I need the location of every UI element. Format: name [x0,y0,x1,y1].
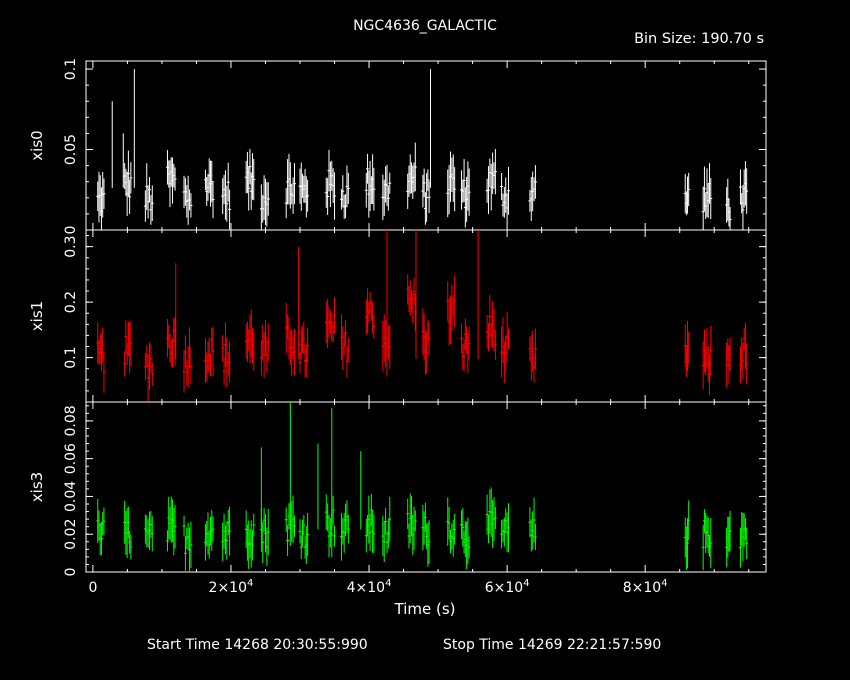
x-tick-label: 2×104 [209,578,254,596]
start-time-label: Start Time 14268 20:30:55:990 [147,637,368,653]
x-axis-label: Time (s) [394,600,456,618]
y-tick-label: 0.1 [63,58,79,80]
panel-frame-xis3 [85,401,767,573]
y-tick-label: 0 [63,226,79,235]
y-tick-label: 0.08 [63,405,79,436]
y-tick-label: 0.05 [63,134,79,165]
x-tick-label: 4×104 [347,578,392,596]
x-tick-label: 0 [88,580,97,596]
bin-size-label: Bin Size: 190.70 s [634,31,764,47]
y-tick-label: 0.1 [63,346,79,368]
stop-time-label: Stop Time 14269 22:21:57:590 [443,637,662,653]
y-axis-label-xis3: xis3 [28,472,46,502]
y-tick-label: 0.02 [63,519,79,550]
x-tick-label: 8×104 [623,578,668,596]
y-axis-label-xis0: xis0 [28,130,46,160]
y-tick-label: 0.06 [63,443,79,474]
x-tick-label: 6×104 [485,578,530,596]
y-axis-label-xis1: xis1 [28,301,46,331]
y-tick-label: 0 [63,568,79,577]
series-xis3 [96,402,749,572]
chart-title: NGC4636_GALACTIC [353,18,497,34]
y-tick-label: 0.04 [63,481,79,512]
y-tick-label: 0.3 [63,236,79,258]
series-xis0 [96,69,749,230]
y-tick-label: 0.2 [63,291,79,313]
series-xis1 [96,230,749,402]
